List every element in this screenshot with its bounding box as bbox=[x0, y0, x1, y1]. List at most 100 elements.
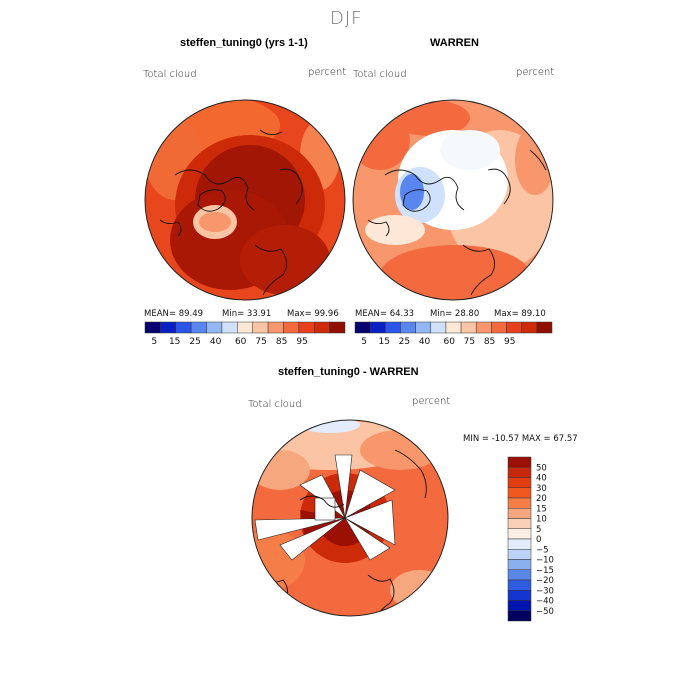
panel2-colorbar-swatch bbox=[369, 321, 386, 334]
panel1-colorbar-swatch bbox=[160, 321, 177, 334]
panel2-mean: MEAN= 64.33 bbox=[355, 309, 415, 319]
panel1-colorbar-swatch bbox=[252, 321, 269, 334]
panel2-colorbar-swatch bbox=[354, 321, 371, 334]
panel1-min: Min= 33.91 bbox=[222, 309, 272, 319]
panel3-colorbar-swatch bbox=[507, 477, 532, 488]
panel3-colorbar-tick-label: −5 bbox=[536, 545, 549, 555]
panel3-colorbar-tick-label: −10 bbox=[536, 556, 554, 566]
panel2-colorbar-swatch bbox=[475, 321, 492, 334]
panel3-title: steffen_tuning0 - WARREN bbox=[278, 366, 419, 378]
panel2-min: Min= 28.80 bbox=[430, 309, 480, 319]
panel2-colorbar-swatch bbox=[491, 321, 507, 334]
panel1-colorbar-tick-label: 40 bbox=[210, 337, 222, 347]
panel1-colorbar-swatch bbox=[190, 321, 207, 334]
panel2-colorbar-swatch bbox=[536, 321, 553, 334]
panel3-colorbar-swatch bbox=[507, 549, 532, 560]
panel2-colorbar-tick-label: 15 bbox=[379, 337, 390, 347]
panel3-colorbar-swatch bbox=[507, 487, 532, 499]
panel3-colorbar-tick-label: −40 bbox=[536, 597, 554, 607]
panel3-colorbar-swatch bbox=[507, 569, 532, 581]
panel1-variable-label: Total cloud bbox=[143, 69, 197, 80]
panel1-colorbar-swatch bbox=[267, 321, 284, 334]
panel1-mean: MEAN= 89.49 bbox=[144, 309, 204, 319]
panel1-colorbar-swatch bbox=[298, 321, 315, 334]
panel1-colorbar-swatch bbox=[175, 321, 192, 334]
panel3-colorbar-tick-label: 30 bbox=[536, 484, 547, 494]
panel3-colorbar-tick-label: 10 bbox=[536, 515, 547, 525]
panel1-colorbar-tick-label: 5 bbox=[151, 337, 157, 347]
panel3-colorbar-swatch bbox=[507, 600, 532, 611]
panel1-colorbar-tick-label: 75 bbox=[255, 337, 266, 347]
panel3-colorbar-swatch bbox=[507, 456, 532, 468]
panel2-colorbar-swatch bbox=[521, 321, 538, 334]
panel3-colorbar-swatch bbox=[507, 508, 532, 519]
panel3-colorbar-swatch bbox=[507, 518, 532, 529]
panel2-title: WARREN bbox=[430, 37, 479, 49]
panel2-colorbar: 5 15 25 40 60 75 85 95 bbox=[354, 321, 553, 347]
panel2-colorbar-tick-label: 25 bbox=[399, 337, 410, 347]
panel2-colorbar-swatch bbox=[506, 321, 522, 334]
panel3-colorbar-tick-label: 50 bbox=[536, 463, 547, 473]
panel2-colorbar-tick-label: 40 bbox=[419, 337, 431, 347]
panel2-variable-label: Total cloud bbox=[353, 69, 407, 80]
panel2-colorbar-swatch bbox=[400, 321, 416, 334]
panel3-variable-label: Total cloud bbox=[248, 399, 302, 410]
panel1-colorbar-swatch bbox=[221, 321, 238, 334]
panel2-colorbar-swatch bbox=[445, 321, 462, 334]
panel3-colorbar-swatch bbox=[507, 579, 532, 591]
panel3-colorbar-tick-label: 0 bbox=[536, 535, 541, 545]
panel2-colorbar-tick-label: 95 bbox=[504, 337, 515, 347]
panel3-map bbox=[252, 420, 448, 616]
panel1-colorbar-swatch bbox=[206, 321, 223, 334]
panel1-colorbar-swatch bbox=[144, 321, 161, 334]
panel3-colorbar-swatch bbox=[507, 590, 532, 601]
panel2-colorbar-tick-label: 60 bbox=[444, 337, 456, 347]
panel3-units-label: percent bbox=[412, 396, 451, 407]
panel2-colorbar-swatch bbox=[460, 321, 477, 334]
panel1-colorbar-swatch bbox=[329, 321, 346, 334]
panel1-colorbar-swatch bbox=[283, 321, 300, 334]
panel3-colorbar-tick-label: 5 bbox=[536, 525, 541, 535]
panel1-colorbar-tick-label: 15 bbox=[169, 337, 180, 347]
panel3-colorbar-swatch bbox=[507, 559, 532, 570]
panel3-colorbar-swatch bbox=[507, 610, 532, 622]
panel3-colorbar-tick-label: −30 bbox=[536, 586, 554, 596]
panel3-colorbar-swatch bbox=[507, 467, 532, 478]
panel1-colorbar-tick-label: 85 bbox=[276, 337, 287, 347]
figure-title: DJF bbox=[330, 8, 363, 29]
panel1-map-border bbox=[144, 99, 346, 301]
panel3-colorbar-tick-label: 15 bbox=[536, 504, 547, 514]
panel2-colorbar-swatch bbox=[385, 321, 401, 334]
panel2-units-label: percent bbox=[516, 67, 555, 78]
panel1-units-label: percent bbox=[308, 67, 347, 78]
panel3-colorbar-tick-label: −20 bbox=[536, 576, 554, 586]
panel1-colorbar-swatch bbox=[237, 321, 253, 334]
panel3-colorbar-swatch bbox=[507, 497, 532, 509]
panel2-colorbar-tick-label: 85 bbox=[484, 337, 495, 347]
panel3-map-border bbox=[251, 419, 449, 617]
panel1-colorbar-tick-label: 25 bbox=[189, 337, 200, 347]
panel1-colorbar-tick-label: 60 bbox=[235, 337, 247, 347]
panel3-colorbar-swatch bbox=[507, 538, 532, 550]
panel2-colorbar-swatch bbox=[430, 321, 447, 334]
panel1-colorbar-tick-label: 95 bbox=[296, 337, 307, 347]
panel2-map bbox=[353, 100, 553, 300]
panel2-colorbar-tick-label: 5 bbox=[361, 337, 367, 347]
panel1-max: Max= 99.96 bbox=[287, 309, 339, 319]
panel1-colorbar: 5 15 25 40 60 75 85 95 bbox=[144, 321, 346, 347]
panel3-minmax: MIN = -10.57 MAX = 67.57 bbox=[463, 434, 578, 444]
panel2-colorbar-tick-label: 75 bbox=[464, 337, 475, 347]
panel3-colorbar-tick-label: 20 bbox=[536, 494, 547, 504]
panel1-map bbox=[145, 100, 345, 300]
panel2-colorbar-swatch bbox=[415, 321, 432, 334]
panel2-max: Max= 89.10 bbox=[494, 309, 546, 319]
panel3-colorbar-swatch bbox=[507, 528, 532, 540]
panel2-map-border bbox=[352, 99, 554, 301]
panel3-colorbar-tick-label: 40 bbox=[536, 474, 547, 484]
panel1-title: steffen_tuning0 (yrs 1-1) bbox=[180, 37, 308, 49]
panel3-colorbar-tick-label: −50 bbox=[536, 607, 554, 617]
panel1-colorbar-swatch bbox=[313, 321, 330, 334]
panel3-colorbar-tick-label: −15 bbox=[536, 566, 554, 576]
